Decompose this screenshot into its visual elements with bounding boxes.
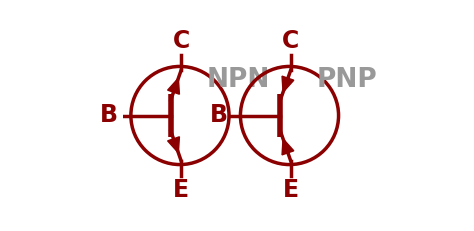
Text: C: C bbox=[282, 29, 299, 53]
Text: E: E bbox=[173, 178, 189, 202]
Text: PNP: PNP bbox=[317, 67, 377, 93]
Polygon shape bbox=[282, 139, 294, 155]
Text: B: B bbox=[100, 103, 118, 128]
Text: E: E bbox=[283, 178, 299, 202]
Text: C: C bbox=[173, 29, 190, 53]
Polygon shape bbox=[168, 137, 179, 153]
Polygon shape bbox=[282, 76, 294, 92]
Text: B: B bbox=[210, 103, 228, 128]
Text: NPN: NPN bbox=[207, 67, 270, 93]
Polygon shape bbox=[168, 78, 179, 94]
